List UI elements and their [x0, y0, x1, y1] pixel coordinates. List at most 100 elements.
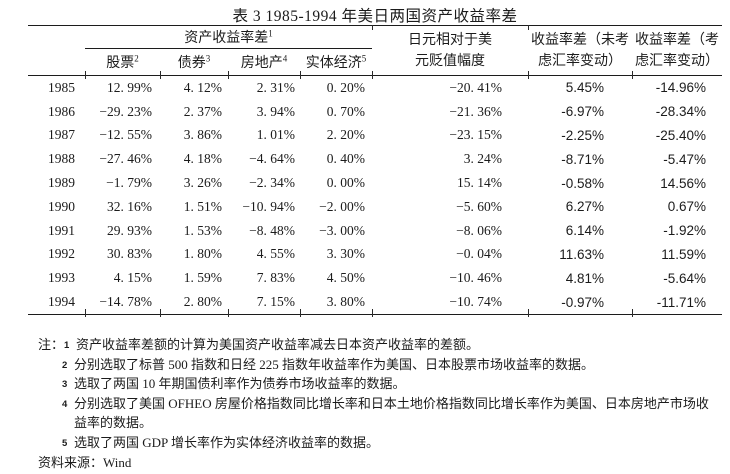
cell-yen: −0. 04% [456, 246, 502, 262]
cell-diff-incl-fx: -5.47% [663, 151, 706, 167]
column-header-diff-incl-fx: 收益率差（考 虑汇率变动） [632, 25, 722, 76]
cell-diff-incl-fx: -25.40% [655, 127, 706, 143]
cell-stock: 12. 99% [107, 79, 152, 95]
data-table: 资产收益率差1 日元相对于美 元贬值幅度 收益率差（未考 虑汇率变动） 收益率差… [28, 25, 722, 315]
cell-yen: −10. 74% [372, 290, 528, 315]
cell-real-economy: 0. 00% [326, 175, 365, 191]
notes-label: 注： [38, 337, 65, 352]
cell-diff-incl-fx: -5.64% [663, 270, 706, 286]
cell-diff-excl-fx: 6.14% [565, 223, 604, 239]
note-item: 5 选取了两国 GDP 增长率作为实体经济收益率的数据。 [62, 433, 710, 453]
note-item: 3 选取了两国 10 年期国债利率作为债券市场收益率的数据。 [62, 374, 710, 394]
column-tick [632, 71, 634, 79]
column-tick [300, 309, 302, 317]
note-text: 选取了两国 10 年期国债利率作为债券市场收益率的数据。 [74, 376, 406, 391]
cell-stock: −14. 78% [85, 290, 160, 315]
group-header-label: 资产收益率差 [184, 31, 269, 46]
data-source: 资料来源：Wind [38, 455, 132, 470]
cell-stock: −29. 23% [99, 103, 152, 119]
note-item: 2 分别选取了标普 500 指数和日经 225 指数年收益率作为美国、日本股票市… [62, 355, 710, 375]
cell-bond: 1. 53% [183, 222, 222, 238]
note-superscript: 4 [62, 398, 68, 410]
column-tick [528, 71, 530, 79]
cell-bond: 2. 37% [183, 103, 222, 119]
cell-diff-excl-fx: -0.58% [561, 175, 604, 191]
table-row: 1990 32. 16% 1. 51% −10. 94% −2. 00% −5.… [28, 195, 722, 219]
cell-real-economy: 0. 20% [326, 79, 365, 95]
column-tick [85, 71, 87, 79]
cell-diff-excl-fx: -2.25% [561, 127, 604, 143]
cell-diff-excl-fx: -6.97% [561, 104, 604, 120]
cell-diff-incl-fx: 0.67% [667, 199, 706, 215]
note-item: 注： 1 资产收益率差额的计算为美国资产收益率减去日本资产收益率的差额。 [38, 335, 710, 355]
column-header-real-estate: 房地产4 [228, 48, 300, 76]
column-header-stock: 股票2 [85, 48, 160, 76]
group-header-superscript: 1 [268, 28, 273, 39]
cell-real-estate: 1. 01% [256, 127, 295, 143]
cell-real-economy: 3. 30% [326, 246, 365, 262]
column-tick [372, 25, 374, 30]
cell-real-estate: 7. 15% [228, 290, 300, 315]
table-notes: 注： 1 资产收益率差额的计算为美国资产收益率减去日本资产收益率的差额。 2 分… [38, 335, 710, 452]
cell-real-economy: 2. 20% [326, 127, 365, 143]
table-row: 1987 −12. 55% 3. 86% 1. 01% 2. 20% −23. … [28, 124, 722, 148]
cell-real-estate: −8. 48% [249, 222, 295, 238]
cell-yen: −21. 36% [449, 103, 502, 119]
cell-real-estate: −4. 64% [249, 151, 295, 167]
table-row: 1986 −29. 23% 2. 37% 3. 94% 0. 70% −21. … [28, 100, 722, 124]
cell-yen: −8. 06% [456, 222, 502, 238]
cell-stock: 30. 83% [107, 246, 152, 262]
cell-diff-excl-fx: -0.97% [528, 290, 632, 315]
column-tick [160, 309, 162, 317]
cell-diff-incl-fx: -1.92% [663, 223, 706, 239]
cell-year: 1985 [48, 79, 75, 95]
column-tick [528, 309, 530, 317]
cell-year: 1989 [48, 175, 75, 191]
cell-year: 1991 [48, 222, 75, 238]
cell-real-economy: 3. 80% [300, 290, 372, 315]
note-superscript: 3 [62, 379, 68, 390]
column-tick [372, 71, 374, 79]
column-tick [372, 309, 374, 317]
column-tick [228, 309, 230, 317]
table-row: 1992 30. 83% 1. 80% 4. 55% 3. 30% −0. 04… [28, 243, 722, 267]
note-text: 分别选取了美国 OFHEO 房屋价格指数同比增长率和日本土地价格指数同比增长率作… [74, 395, 709, 431]
note-superscript: 1 [64, 340, 70, 351]
cell-stock: 32. 16% [107, 198, 152, 214]
table-row: 1991 29. 93% 1. 53% −8. 48% −3. 00% −8. … [28, 219, 722, 243]
cell-yen: −20. 41% [449, 79, 502, 95]
cell-real-estate: 7. 83% [256, 270, 295, 286]
table-row: 1994 −14. 78% 2. 80% 7. 15% 3. 80% −10. … [28, 290, 722, 315]
cell-real-economy: −3. 00% [319, 222, 365, 238]
cell-yen: 3. 24% [463, 151, 502, 167]
returns-table: 资产收益率差1 日元相对于美 元贬值幅度 收益率差（未考 虑汇率变动） 收益率差… [28, 25, 722, 317]
cell-bond: 1. 51% [183, 198, 222, 214]
column-header-yen-depreciation: 日元相对于美 元贬值幅度 [372, 25, 528, 76]
note-superscript: 2 [62, 359, 68, 371]
column-header-year [28, 25, 85, 76]
cell-stock: −1. 79% [106, 175, 152, 191]
cell-real-economy: −2. 00% [319, 198, 365, 214]
table-row: 1993 4. 15% 1. 59% 7. 83% 4. 50% −10. 46… [28, 266, 722, 290]
column-tick [85, 309, 87, 317]
cell-real-estate: −10. 94% [242, 198, 295, 214]
cell-diff-excl-fx: -8.71% [561, 151, 604, 167]
cell-yen: −23. 15% [449, 127, 502, 143]
cell-bond: 4. 18% [183, 151, 222, 167]
column-header-real-economy: 实体经济5 [300, 48, 372, 76]
cell-yen: −5. 60% [456, 198, 502, 214]
cell-real-economy: 4. 50% [326, 270, 365, 286]
cell-bond: 3. 26% [183, 175, 222, 191]
note-text: 资产收益率差额的计算为美国资产收益率减去日本资产收益率的差额。 [76, 337, 480, 352]
cell-real-estate: −2. 34% [249, 175, 295, 191]
cell-diff-incl-fx: 11.59% [661, 246, 706, 262]
note-superscript: 5 [62, 437, 68, 449]
cell-diff-incl-fx: -11.71% [632, 290, 722, 315]
column-tick [160, 71, 162, 79]
cell-year: 1992 [48, 246, 75, 262]
cell-bond: 1. 80% [183, 246, 222, 262]
cell-bond: 3. 86% [183, 127, 222, 143]
cell-year: 1990 [48, 198, 75, 214]
cell-diff-incl-fx: 14.56% [660, 175, 706, 191]
